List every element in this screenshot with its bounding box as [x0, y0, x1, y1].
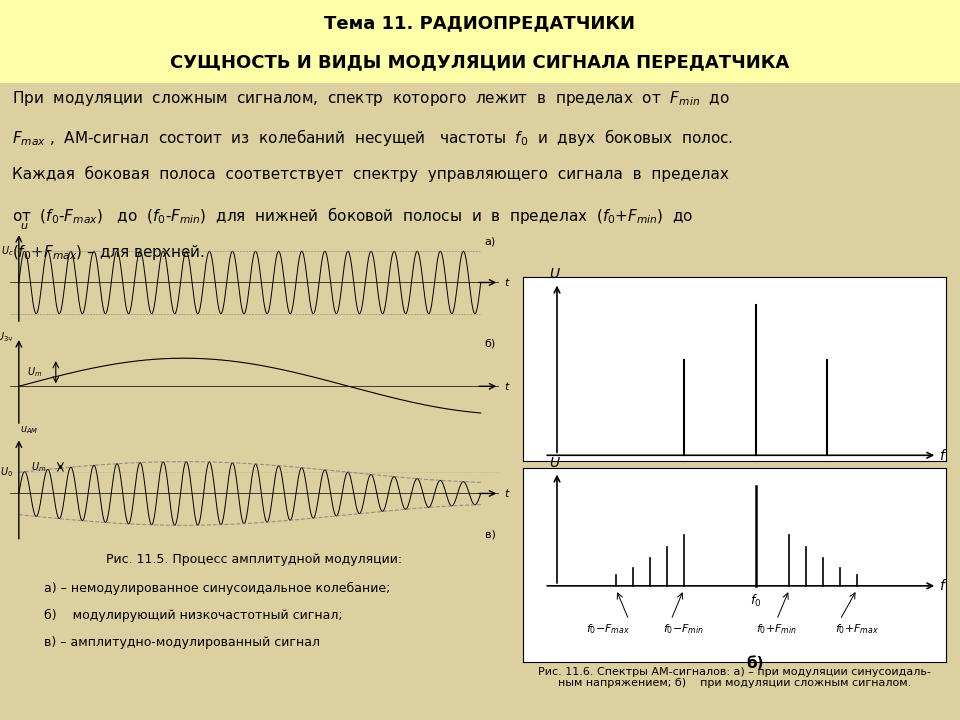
Text: $t$: $t$: [504, 276, 511, 289]
Text: $f_0$+$F_{min}$: $f_0$+$F_{min}$: [756, 622, 797, 636]
Text: Каждая  боковая  полоса  соответствует  спектру  управляющего  сигнала  в  преде: Каждая боковая полоса соответствует спек…: [12, 166, 730, 182]
Text: $f_0$−F: $f_0$−F: [669, 470, 698, 486]
Text: б): б): [747, 657, 764, 671]
Text: $f_0$+$F_{max}$: $f_0$+$F_{max}$: [835, 622, 878, 636]
Text: $U_0$: $U_0$: [0, 465, 13, 479]
Text: а): а): [747, 498, 764, 513]
Text: Рис. 11.5. Процесс амплитудной модуляции:: Рис. 11.5. Процесс амплитудной модуляции…: [107, 553, 402, 566]
Text: $f_0$−$F_{min}$: $f_0$−$F_{min}$: [663, 622, 705, 636]
Text: $f_0$: $f_0$: [750, 470, 761, 486]
Text: $U_{3ч}$: $U_{3ч}$: [0, 330, 13, 344]
Text: $U_c$: $U_c$: [1, 244, 13, 258]
Text: $U$: $U$: [548, 456, 561, 470]
Text: $t$: $t$: [504, 487, 511, 500]
Text: а) – немодулированное синусоидальное колебание;: а) – немодулированное синусоидальное кол…: [44, 582, 391, 595]
Text: б): б): [485, 338, 495, 348]
Text: $\mathit{(f_0\text{+}F_{max})}$ – для верхней.: $\mathit{(f_0\text{+}F_{max})}$ – для ве…: [12, 243, 205, 262]
Text: $f$: $f$: [939, 578, 948, 593]
Text: $\mathit{F_{max}}$ ,  АМ-сигнал  состоит  из  колебаний  несущей   частоты  $\ma: $\mathit{F_{max}}$ , АМ-сигнал состоит и…: [12, 127, 733, 148]
Text: $U_m$: $U_m$: [32, 460, 46, 474]
Text: Тема 11. РАДИОПРЕДАТЧИКИ: Тема 11. РАДИОПРЕДАТЧИКИ: [324, 14, 636, 32]
Text: $t$: $t$: [504, 380, 511, 392]
Text: $f_0$: $f_0$: [750, 593, 761, 609]
Text: от  $\mathit{(f_0\text{-}F_{max})}$   до  $\mathit{(f_0\text{-}F_{min})}$  для  : от $\mathit{(f_0\text{-}F_{max})}$ до $\…: [12, 204, 694, 225]
Text: б)    модулирующий низкочастотный сигнал;: б) модулирующий низкочастотный сигнал;: [44, 609, 343, 622]
Text: а): а): [485, 237, 495, 247]
Text: $u$: $u$: [20, 221, 28, 231]
Text: СУЩНОСТЬ И ВИДЫ МОДУЛЯЦИИ СИГНАЛА ПЕРЕДАТЧИКА: СУЩНОСТЬ И ВИДЫ МОДУЛЯЦИИ СИГНАЛА ПЕРЕДА…: [170, 53, 790, 71]
Text: в) – амплитудно-модулированный сигнал: в) – амплитудно-модулированный сигнал: [44, 636, 320, 649]
Text: $u_{AM}$: $u_{AM}$: [20, 425, 38, 436]
Text: Рис. 11.6. Спектры АМ-сигналов: а) – при модуляции синусоидаль-
ным напряжением;: Рис. 11.6. Спектры АМ-сигналов: а) – при…: [538, 667, 931, 688]
Text: $U_m$: $U_m$: [27, 365, 42, 379]
Text: $f$: $f$: [939, 448, 948, 463]
Text: в): в): [485, 529, 495, 539]
Text: $f_0$+F: $f_0$+F: [813, 470, 842, 486]
Text: $f_0$−$F_{max}$: $f_0$−$F_{max}$: [586, 622, 630, 636]
Text: $U$: $U$: [548, 267, 561, 281]
Text: При  модуляции  сложным  сигналом,  спектр  которого  лежит  в  пределах  от  $\: При модуляции сложным сигналом, спектр к…: [12, 89, 731, 108]
